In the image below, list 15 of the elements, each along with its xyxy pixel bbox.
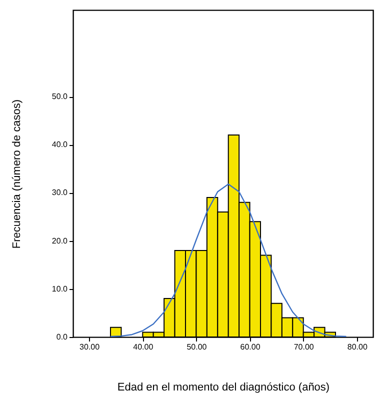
x-tick-label: 50.00 <box>186 342 208 352</box>
x-tick-label: 80.00 <box>347 342 368 352</box>
x-tick-label: 30.00 <box>80 342 100 352</box>
x-tick-label: 70.00 <box>294 342 314 352</box>
y-tick-label: 10.0 <box>52 284 68 294</box>
x-tick-label: 40.00 <box>133 342 154 352</box>
y-tick-label: 30.0 <box>52 188 68 198</box>
x-axis-title: Edad en el momento del diagnóstico (años) <box>117 382 330 394</box>
y-tick-label: 40.0 <box>52 140 68 150</box>
y-tick-label: 50.0 <box>52 92 68 102</box>
y-tick-label: 20.0 <box>52 236 68 246</box>
y-axis-title: Frecuencia (número de casos) <box>10 99 23 249</box>
y-tick-label: 0.0 <box>56 332 68 342</box>
x-tick-label: 60.00 <box>240 342 261 352</box>
line-series <box>110 183 347 337</box>
